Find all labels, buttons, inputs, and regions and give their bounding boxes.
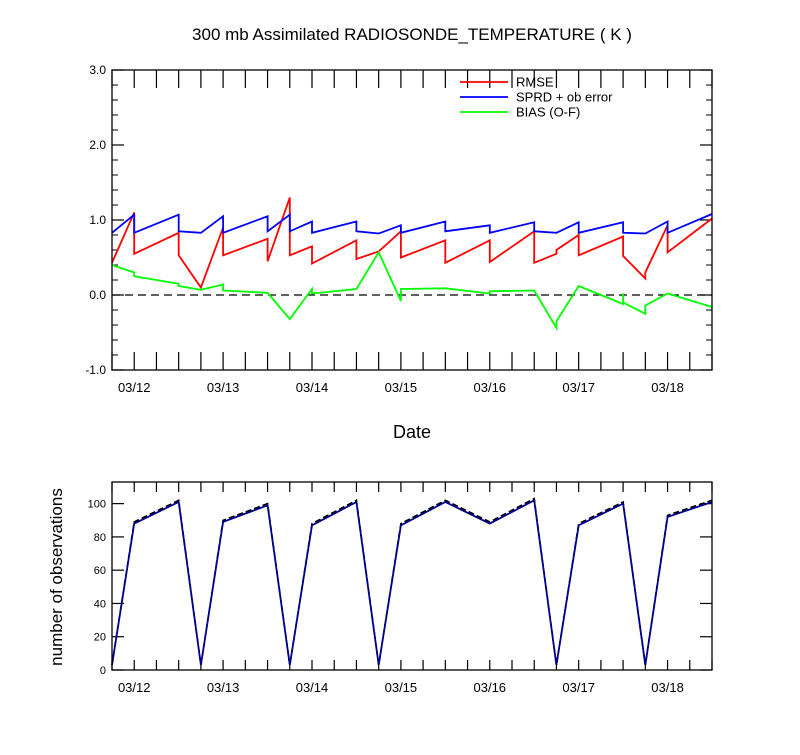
y-tick-label: 2.0 bbox=[89, 138, 106, 152]
series-line-rmse bbox=[112, 198, 712, 288]
x-tick-label: 03/13 bbox=[207, 380, 240, 395]
x-tick-label: 03/14 bbox=[296, 680, 329, 695]
top-plot-area: -1.0 0.0 1.0 2.0 3.0 03/12 03/13 03/14 03/15 03/1… bbox=[85, 63, 712, 395]
x-tick-label: 03/16 bbox=[474, 380, 507, 395]
y-tick-label: 80 bbox=[94, 532, 106, 544]
x-tick-label: 03/16 bbox=[474, 680, 507, 695]
y-tick-label: 40 bbox=[94, 598, 106, 610]
x-tick-label: 03/13 bbox=[207, 680, 240, 695]
legend-label-rmse: RMSE bbox=[516, 75, 554, 90]
y-axis-label-observations: number of observations bbox=[47, 488, 66, 666]
y-tick-label: 100 bbox=[88, 499, 106, 511]
x-tick-label: 03/17 bbox=[562, 380, 595, 395]
bottom-plot-area: 0 20 40 60 80 100 03/12 03/13 03/14 03/15 03/16 03/… bbox=[88, 482, 712, 695]
series-line-observations-dashed bbox=[112, 499, 712, 665]
x-tick-label: 03/14 bbox=[296, 380, 329, 395]
x-tick-label: 03/12 bbox=[118, 380, 151, 395]
series-line-sprd-ob-error bbox=[112, 214, 712, 234]
legend-label-bias-o-f: BIAS (O-F) bbox=[516, 105, 580, 120]
x-tick-label: 03/15 bbox=[385, 380, 418, 395]
series-line-observations bbox=[112, 500, 712, 665]
y-tick-label: 0.0 bbox=[89, 288, 106, 302]
x-axis-label: Date bbox=[393, 422, 431, 442]
legend-label-sprd-ob-error: SPRD + ob error bbox=[516, 90, 613, 105]
y-tick-label: 0 bbox=[100, 665, 106, 677]
x-tick-label: 03/18 bbox=[651, 380, 684, 395]
x-tick-label: 03/17 bbox=[562, 680, 595, 695]
y-tick-label: 20 bbox=[94, 632, 106, 644]
y-tick-label: -1.0 bbox=[85, 363, 106, 377]
x-tick-label: 03/12 bbox=[118, 680, 151, 695]
chart-title: 300 mb Assimilated RADIOSONDE_TEMPERATUR… bbox=[192, 25, 632, 44]
plot-frame bbox=[112, 482, 712, 670]
y-tick-label: 1.0 bbox=[89, 213, 106, 227]
x-tick-label: 03/18 bbox=[651, 680, 684, 695]
y-tick-label: 3.0 bbox=[89, 63, 106, 77]
chart-canvas: 300 mb Assimilated RADIOSONDE_TEMPERATUR… bbox=[0, 0, 800, 750]
chart-figure: 300 mb Assimilated RADIOSONDE_TEMPERATUR… bbox=[0, 0, 800, 750]
y-tick-label: 60 bbox=[94, 565, 106, 577]
x-tick-label: 03/15 bbox=[385, 680, 418, 695]
plot-frame bbox=[112, 70, 712, 370]
series-line-bias-o-f bbox=[112, 252, 712, 328]
